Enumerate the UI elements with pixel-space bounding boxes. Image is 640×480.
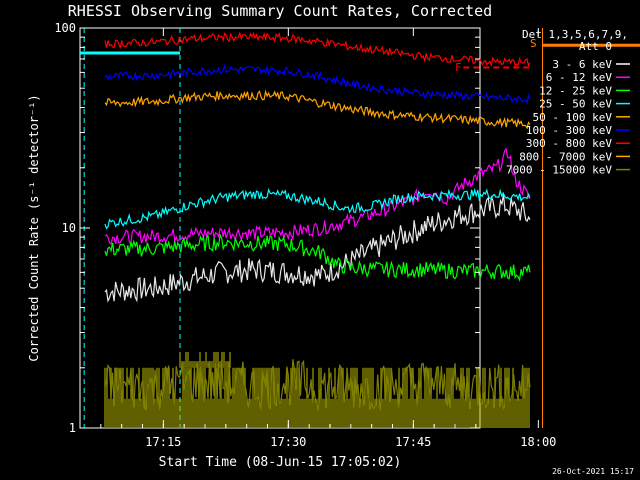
- chart-title: RHESSI Observing Summary Count Rates, Co…: [68, 2, 492, 20]
- x-tick-label: 17:15: [145, 435, 181, 449]
- y-tick-label: 100: [54, 21, 76, 35]
- y-axis: 1 10 100: [54, 21, 480, 435]
- generation-timestamp: 26-Oct-2021 15:17: [552, 467, 634, 476]
- series-8-segment-0: [104, 359, 531, 411]
- legend-label-3: 25 - 50 keV: [539, 98, 612, 111]
- flag-label-f: F: [455, 61, 462, 74]
- legend-label-7: 800 - 7000 keV: [519, 150, 612, 163]
- flag-markers: SFN: [455, 37, 537, 74]
- series-4-segment-0: [104, 89, 531, 130]
- flag-label-s: S: [530, 37, 537, 50]
- legend-header-line-2: Att 0: [579, 40, 612, 53]
- legend-label-4: 50 - 100 keV: [533, 111, 613, 124]
- x-tick-label: 17:45: [395, 435, 431, 449]
- legend-label-5: 100 - 300 keV: [526, 124, 612, 137]
- series-0-segment-0: [104, 194, 531, 303]
- legend-header-line-1: Det 1,3,5,6,7,9,: [522, 28, 628, 41]
- legend-label-8: 7000 - 15000 keV: [506, 164, 612, 177]
- series-2-segment-0: [104, 233, 531, 282]
- attenuator-bars: [80, 43, 640, 69]
- y-axis-label: Corrected Count Rate (s⁻¹ detector⁻¹): [27, 94, 41, 361]
- y-tick-label: 1: [69, 421, 76, 435]
- legend-label-6: 300 - 800 keV: [526, 137, 612, 150]
- legend-label-1: 6 - 12 keV: [546, 71, 613, 84]
- x-tick-label: 18:00: [520, 435, 556, 449]
- legend-label-2: 12 - 25 keV: [539, 84, 612, 97]
- x-axis-label: Start Time (08-Jun-15 17:05:02): [159, 455, 402, 470]
- legend-label-0: 3 - 6 keV: [552, 58, 612, 71]
- x-tick-label: 17:30: [270, 435, 306, 449]
- series-5-segment-0: [104, 63, 531, 105]
- series-layer: [104, 31, 531, 428]
- series-3-segment-0: [104, 187, 531, 230]
- y-tick-label: 10: [62, 221, 76, 235]
- series-1-segment-0: [104, 147, 531, 246]
- series-6-segment-0: [104, 31, 531, 68]
